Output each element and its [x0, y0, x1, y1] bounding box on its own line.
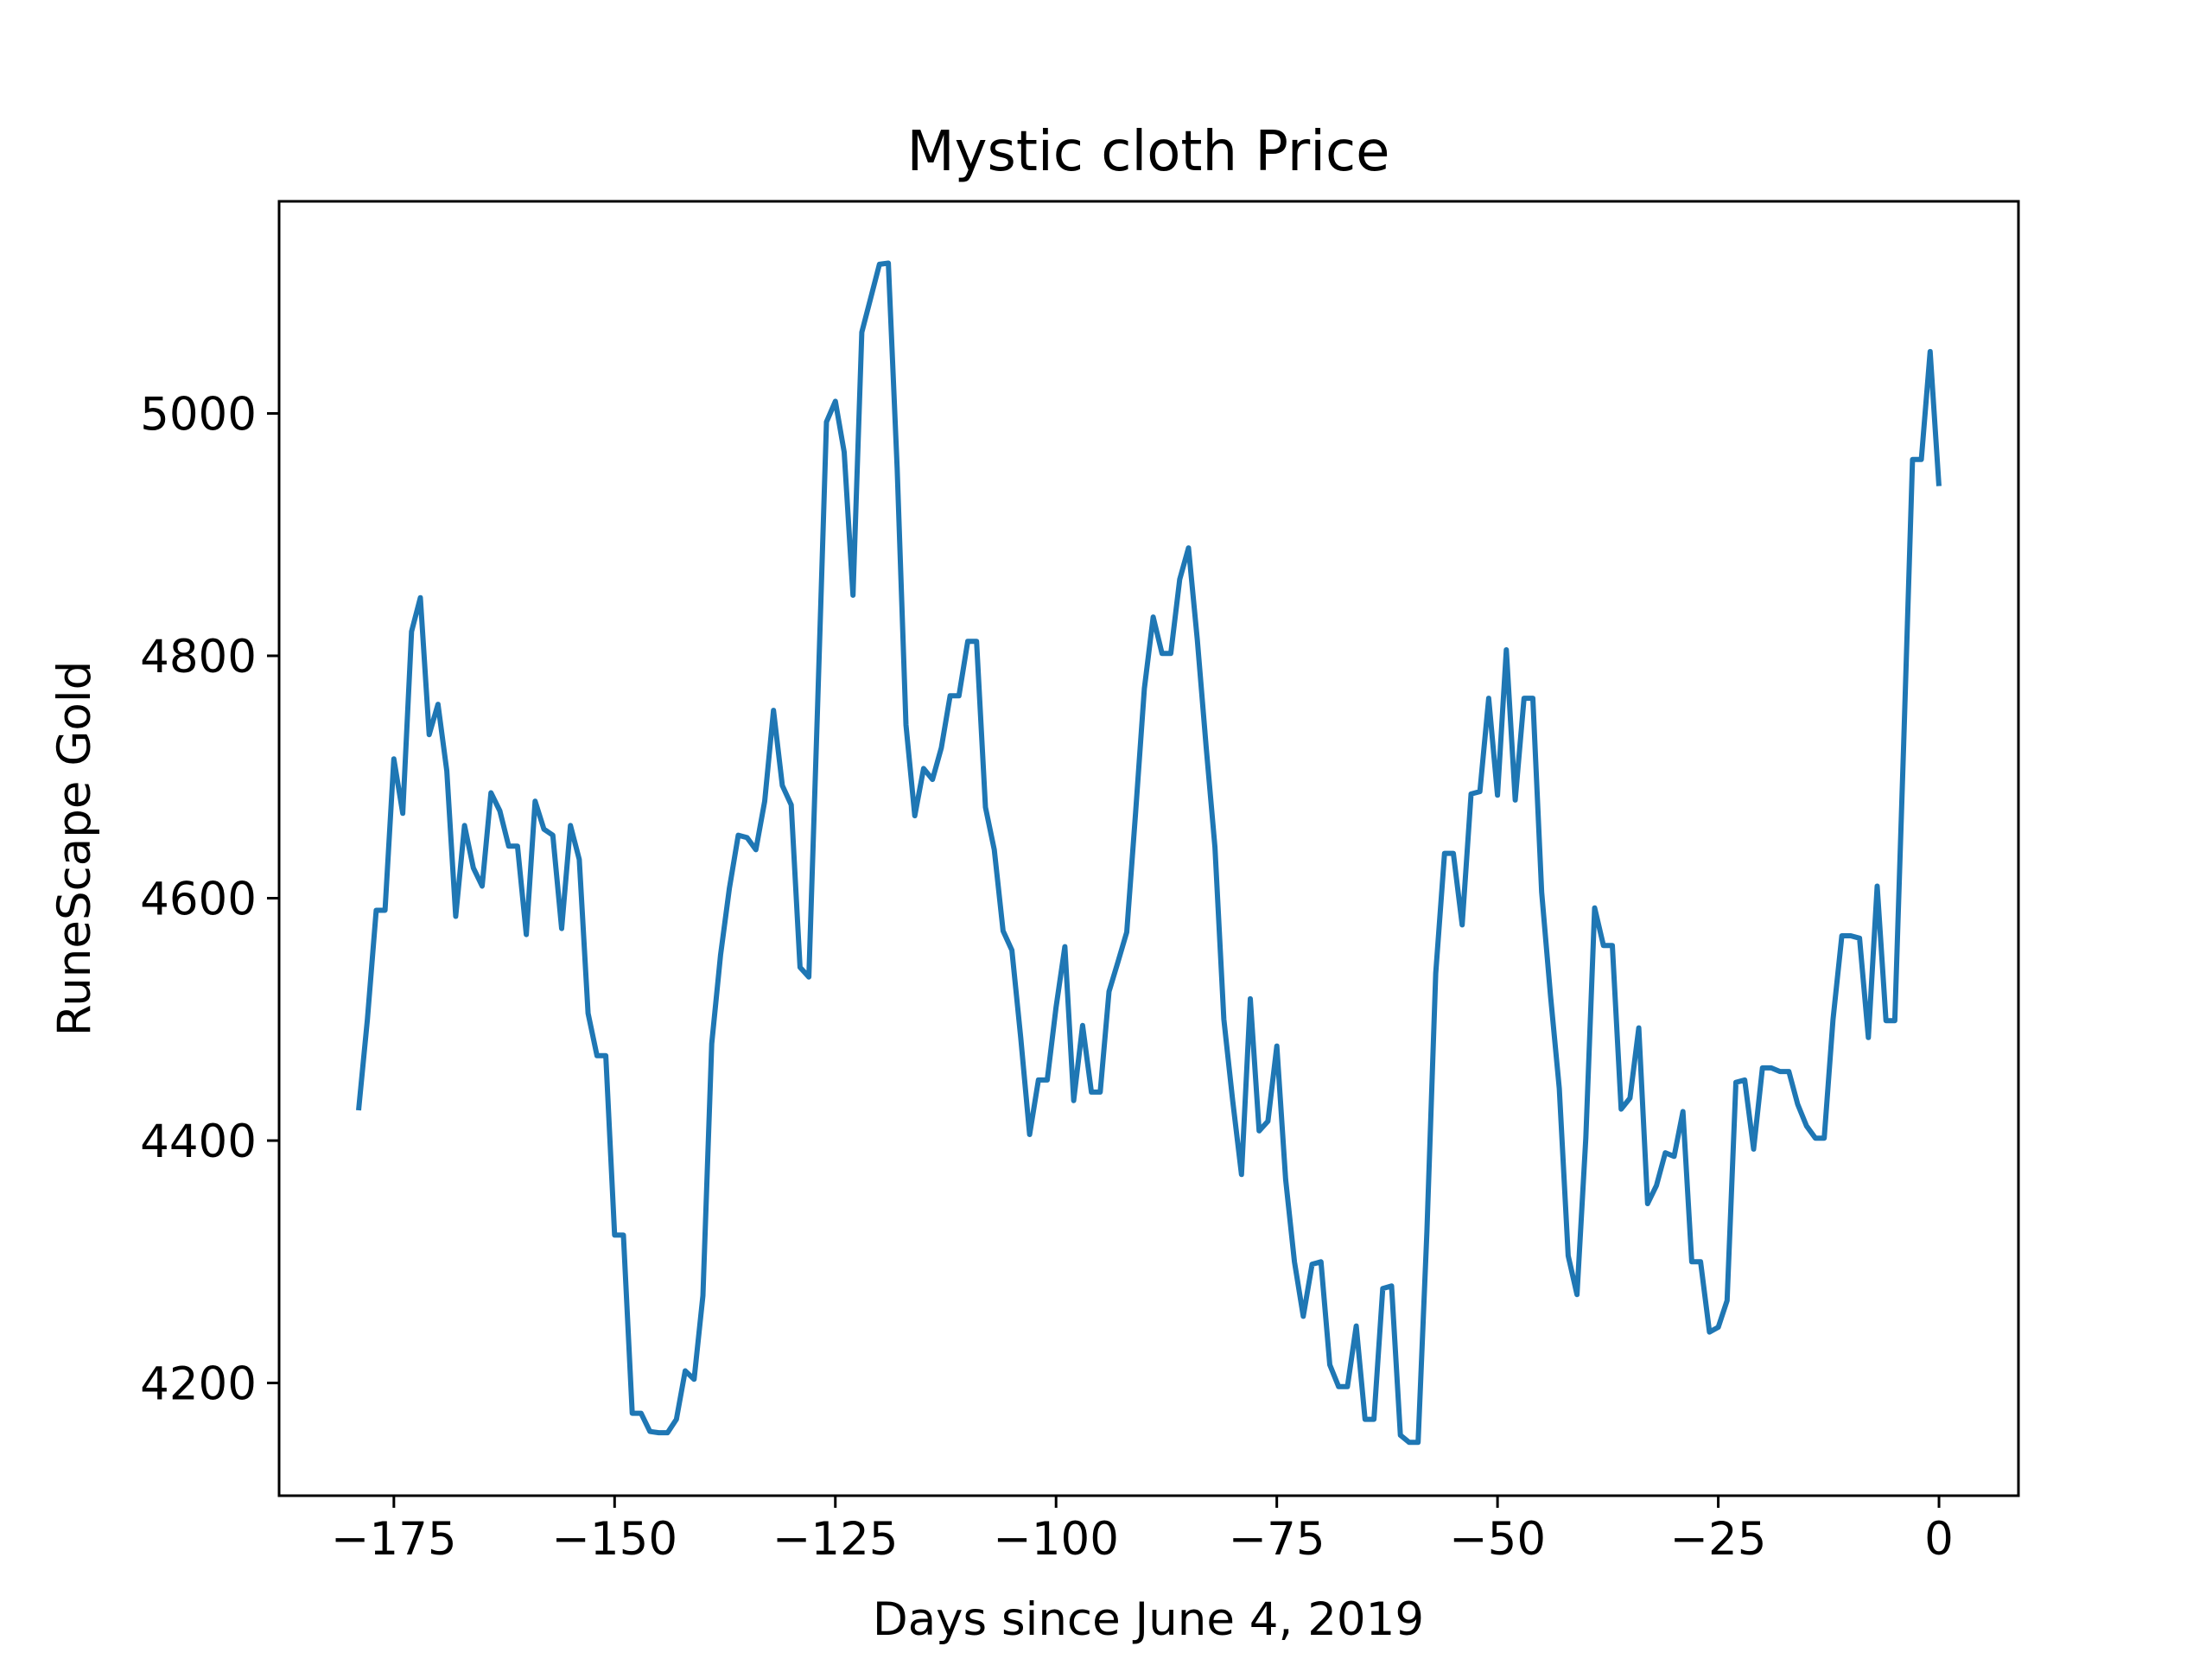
x-tick-label: −25: [1670, 1513, 1767, 1566]
x-tick-label: 0: [1924, 1513, 1954, 1566]
y-tick-label: 5000: [140, 388, 257, 441]
axes-frame: [277, 200, 2020, 1497]
series-line-0: [356, 260, 1942, 1446]
y-tick-label: 4400: [140, 1116, 257, 1168]
x-tick-label: −125: [772, 1513, 899, 1566]
x-tick-label: −150: [552, 1513, 678, 1566]
chart-title: Mystic cloth Price: [906, 120, 1389, 184]
y-tick-label: 4800: [140, 631, 257, 683]
x-tick-label: −175: [331, 1513, 457, 1566]
x-tick-label: −100: [993, 1513, 1119, 1566]
x-axis-label: Days since June 4, 2019: [873, 1593, 1424, 1646]
x-tick-label: −50: [1449, 1513, 1546, 1566]
x-tick-label: −75: [1229, 1513, 1325, 1566]
y-tick-label: 4200: [140, 1358, 257, 1411]
y-axis-label: RuneScape Gold: [48, 661, 101, 1036]
plot-area: [356, 260, 1942, 1446]
y-tick-label: 4600: [140, 874, 257, 926]
